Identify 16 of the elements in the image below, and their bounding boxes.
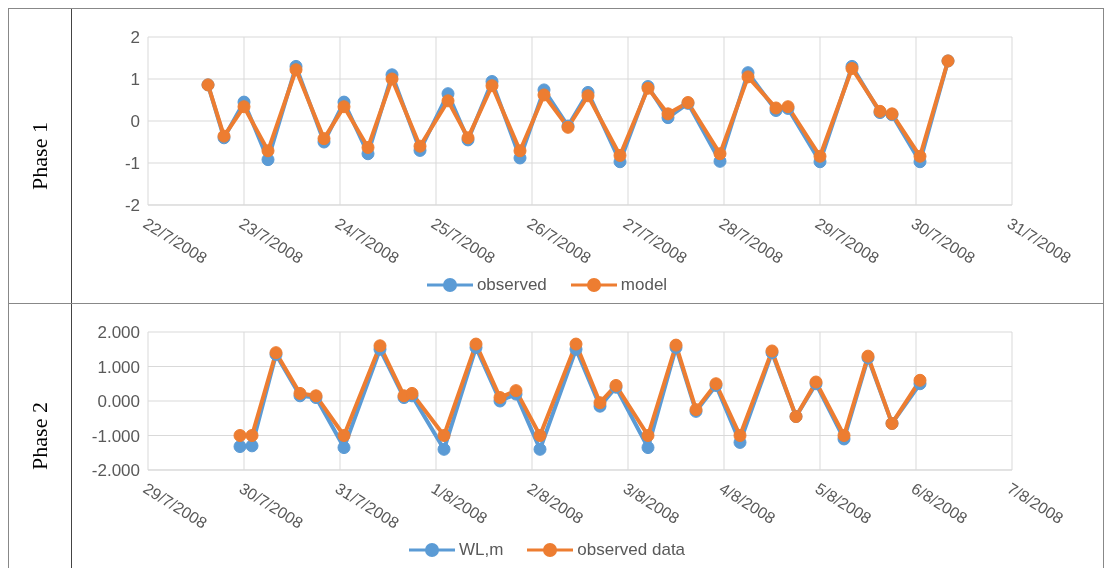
y-tick-label: 2.000 — [97, 323, 140, 343]
y-tick-label: 2 — [130, 28, 140, 48]
y-tick-label: 1 — [130, 70, 140, 90]
legend-label: observed data — [577, 540, 686, 560]
y-tick-label: -1.000 — [91, 426, 140, 446]
y-tick-label: -1 — [124, 154, 140, 174]
y-axis-title: Phase 2 — [27, 402, 53, 470]
legend-label: WL,m — [458, 540, 504, 560]
y-axis-title: Phase 1 — [27, 122, 53, 190]
y-tick-label: 1.000 — [97, 357, 140, 377]
y-tick-label: 0.000 — [97, 392, 140, 412]
y-tick-label: -2.000 — [91, 461, 140, 481]
y-tick-label: -2 — [124, 196, 140, 216]
legend-label: model — [620, 275, 668, 295]
y-tick-label: 0 — [130, 112, 140, 132]
legend-label: observed — [476, 275, 547, 295]
